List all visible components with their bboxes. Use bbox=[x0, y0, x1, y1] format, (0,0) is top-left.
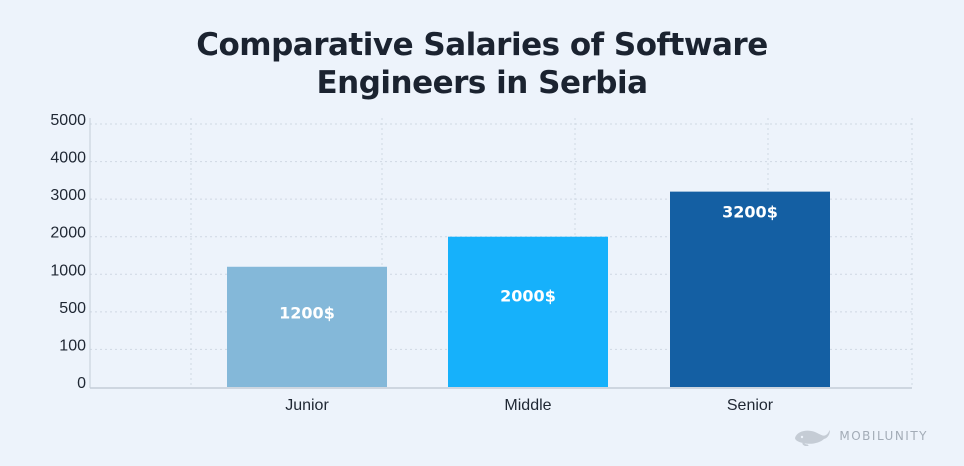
data-label: 3200$ bbox=[722, 203, 778, 222]
y-tick-label: 1000 bbox=[50, 262, 86, 279]
x-tick-label: Senior bbox=[727, 397, 774, 414]
data-label: 1200$ bbox=[279, 303, 335, 322]
watermark-text: MOBILUNITY bbox=[839, 429, 928, 443]
whale-icon bbox=[795, 430, 831, 446]
bar-senior bbox=[670, 191, 830, 387]
x-tick-label: Junior bbox=[285, 397, 329, 414]
brand-watermark: MOBILUNITY bbox=[793, 426, 928, 446]
y-tick-label: 4000 bbox=[50, 150, 86, 167]
chart-title-line-1: Comparative Salaries of Software bbox=[196, 27, 768, 63]
bar-middle bbox=[448, 236, 608, 387]
y-tick-label: 0 bbox=[77, 375, 86, 392]
y-tick-label: 3000 bbox=[50, 187, 86, 204]
y-axis: 0 100 500 1000 2000 3000 4000 5000 bbox=[50, 112, 91, 392]
bars: 1200$ 2000$ 3200$ bbox=[227, 191, 830, 387]
x-tick-label: Middle bbox=[504, 397, 551, 414]
chart-title: Comparative Salaries of Software Enginee… bbox=[0, 26, 964, 102]
y-tick-label: 5000 bbox=[50, 112, 86, 129]
y-tick-label: 2000 bbox=[50, 225, 86, 242]
chart-title-line-2: Engineers in Serbia bbox=[316, 65, 648, 101]
y-tick-label: 500 bbox=[59, 300, 86, 317]
bar-junior bbox=[227, 266, 387, 387]
data-label: 2000$ bbox=[500, 286, 556, 305]
y-tick-label: 100 bbox=[59, 337, 86, 354]
x-axis: Junior Middle Senior bbox=[90, 387, 912, 414]
